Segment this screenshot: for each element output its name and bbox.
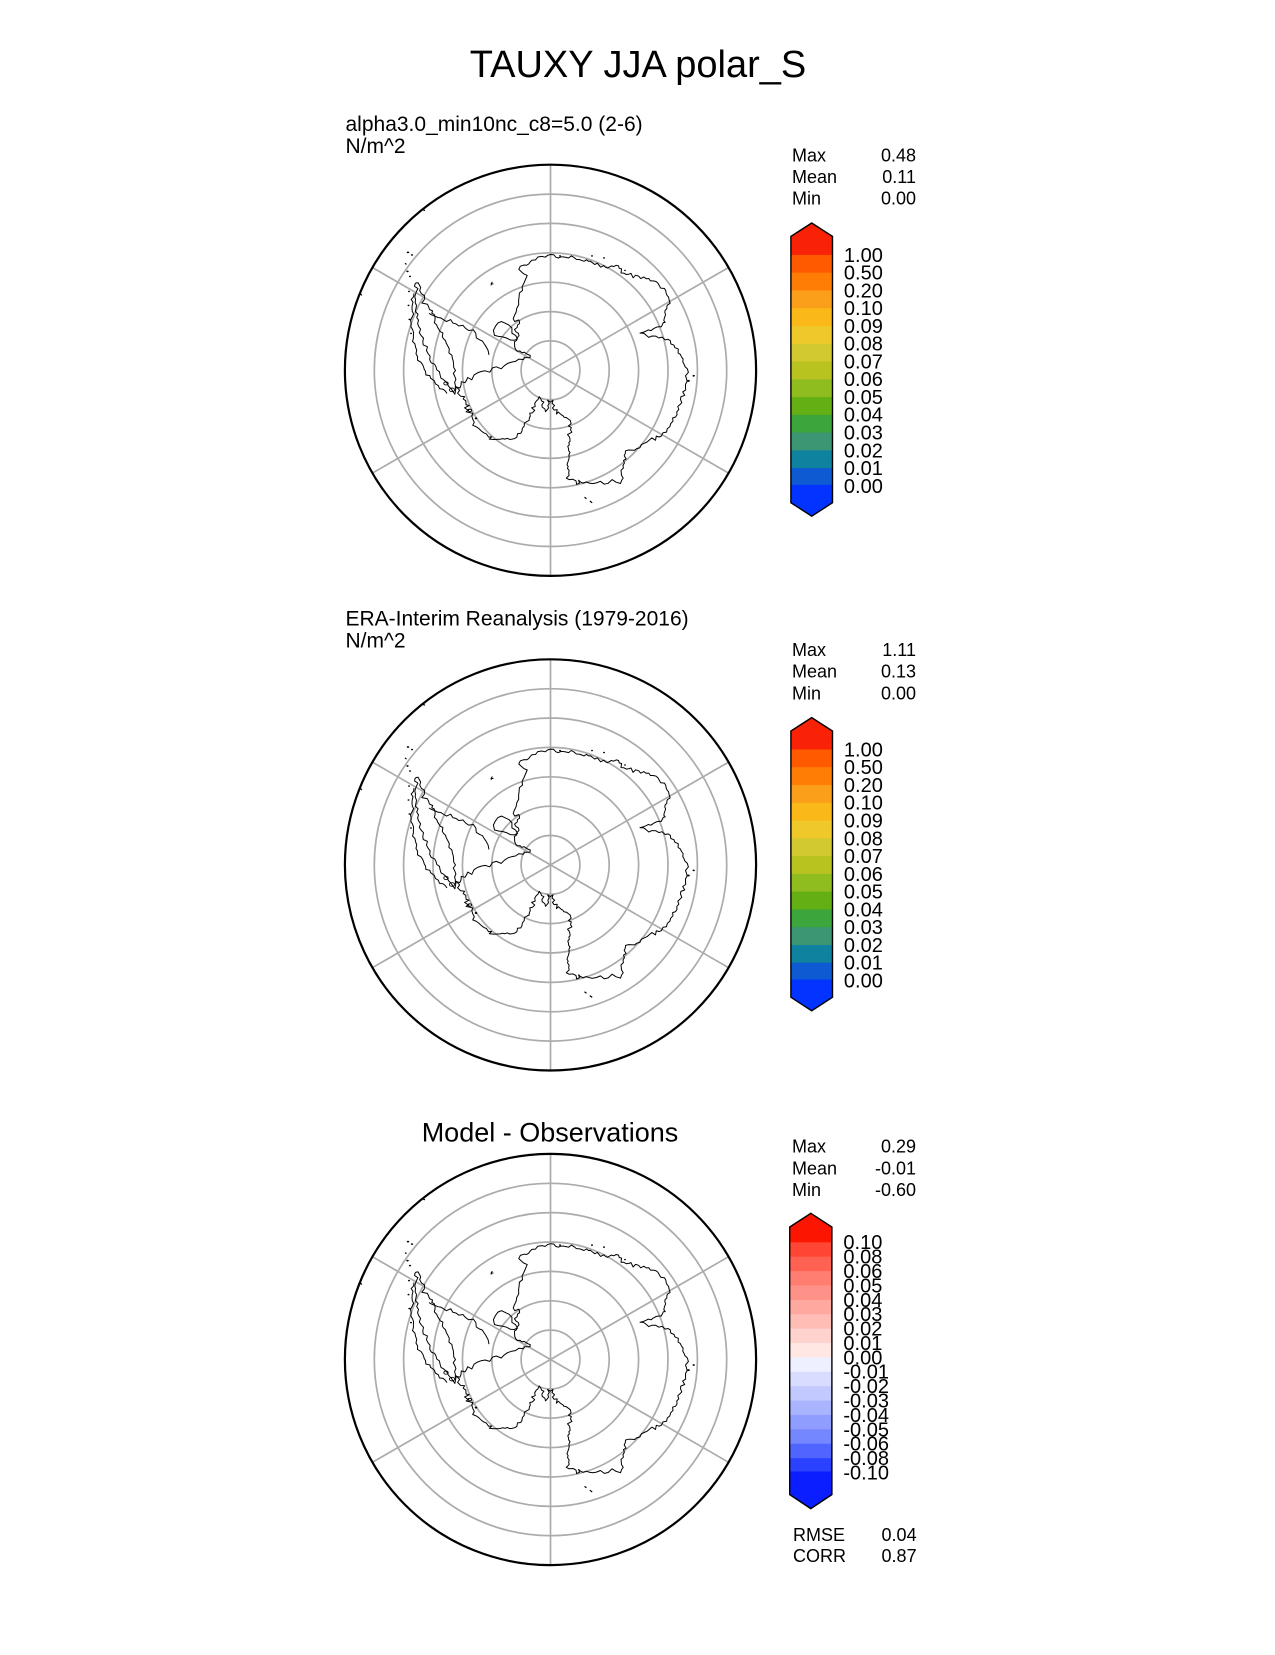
svg-text:0.20: 0.20: [844, 775, 883, 797]
svg-text:0.00: 0.00: [881, 189, 916, 209]
svg-text:0.00: 0.00: [844, 476, 883, 498]
svg-text:0.08: 0.08: [843, 1247, 882, 1269]
svg-text:Min: Min: [792, 1180, 821, 1200]
svg-text:-0.60: -0.60: [875, 1180, 916, 1200]
svg-text:-0.01: -0.01: [843, 1362, 889, 1384]
svg-text:Min: Min: [792, 189, 821, 209]
svg-text:-0.06: -0.06: [843, 1434, 889, 1456]
svg-text:Mean: Mean: [792, 662, 837, 682]
svg-text:0.11: 0.11: [882, 167, 916, 187]
svg-text:0.10: 0.10: [844, 298, 883, 320]
svg-text:0.01: 0.01: [844, 953, 883, 975]
svg-text:0.01: 0.01: [843, 1333, 882, 1355]
svg-text:0.10: 0.10: [843, 1232, 882, 1254]
svg-text:0.00: 0.00: [843, 1347, 882, 1369]
svg-text:0.04: 0.04: [844, 405, 883, 427]
svg-text:0.02: 0.02: [844, 440, 883, 462]
svg-text:0.07: 0.07: [844, 351, 883, 373]
svg-text:0.29: 0.29: [881, 1137, 916, 1157]
svg-text:0.09: 0.09: [844, 316, 883, 338]
svg-text:0.87: 0.87: [882, 1546, 917, 1566]
svg-text:0.08: 0.08: [844, 828, 883, 850]
svg-text:-0.10: -0.10: [843, 1462, 889, 1484]
svg-text:0.09: 0.09: [844, 810, 883, 832]
svg-text:0.04: 0.04: [844, 899, 883, 921]
svg-text:Max: Max: [792, 145, 826, 165]
svg-text:0.03: 0.03: [844, 917, 883, 939]
svg-text:0.03: 0.03: [844, 423, 883, 445]
svg-text:CORR: CORR: [793, 1546, 846, 1566]
svg-text:RMSE: RMSE: [793, 1525, 845, 1545]
svg-text:0.02: 0.02: [843, 1319, 882, 1341]
svg-text:0.00: 0.00: [881, 683, 916, 703]
svg-text:1.00: 1.00: [844, 245, 883, 267]
svg-text:0.05: 0.05: [843, 1275, 882, 1297]
svg-text:N/m^2: N/m^2: [346, 135, 406, 158]
svg-text:0.20: 0.20: [844, 280, 883, 302]
svg-text:-0.02: -0.02: [843, 1376, 889, 1398]
svg-text:0.04: 0.04: [843, 1290, 882, 1312]
svg-text:-0.04: -0.04: [843, 1405, 889, 1427]
svg-text:TAUXY JJA polar_S: TAUXY JJA polar_S: [470, 44, 807, 86]
svg-text:alpha3.0_min10nc_c8=5.0 (2-6): alpha3.0_min10nc_c8=5.0 (2-6): [346, 113, 643, 136]
svg-text:-0.01: -0.01: [875, 1158, 916, 1178]
svg-text:Max: Max: [792, 1137, 826, 1157]
svg-text:0.00: 0.00: [844, 970, 883, 992]
svg-text:Max: Max: [792, 640, 826, 660]
svg-text:0.04: 0.04: [882, 1525, 917, 1545]
svg-text:0.10: 0.10: [844, 793, 883, 815]
svg-text:0.05: 0.05: [844, 882, 883, 904]
svg-text:0.06: 0.06: [843, 1261, 882, 1283]
svg-text:0.05: 0.05: [844, 387, 883, 409]
svg-text:0.50: 0.50: [844, 757, 883, 779]
svg-text:-0.08: -0.08: [843, 1448, 889, 1470]
svg-text:-0.03: -0.03: [843, 1390, 889, 1412]
svg-text:1.11: 1.11: [882, 640, 916, 660]
svg-text:0.02: 0.02: [844, 935, 883, 957]
svg-text:0.07: 0.07: [844, 846, 883, 868]
svg-text:Mean: Mean: [792, 1158, 837, 1178]
svg-text:Model - Observations: Model - Observations: [422, 1118, 679, 1148]
svg-text:0.06: 0.06: [844, 369, 883, 391]
svg-text:0.48: 0.48: [881, 145, 916, 165]
svg-text:Mean: Mean: [792, 167, 837, 187]
svg-text:0.06: 0.06: [844, 864, 883, 886]
svg-text:N/m^2: N/m^2: [346, 630, 406, 653]
svg-text:-0.05: -0.05: [843, 1419, 889, 1441]
svg-text:0.13: 0.13: [881, 662, 916, 682]
svg-text:0.50: 0.50: [844, 263, 883, 285]
svg-text:1.00: 1.00: [844, 739, 883, 761]
svg-text:0.01: 0.01: [844, 458, 883, 480]
svg-text:0.08: 0.08: [844, 334, 883, 356]
svg-text:Min: Min: [792, 683, 821, 703]
svg-text:ERA-Interim Reanalysis (1979-2: ERA-Interim Reanalysis (1979-2016): [346, 608, 689, 631]
svg-text:0.03: 0.03: [843, 1304, 882, 1326]
